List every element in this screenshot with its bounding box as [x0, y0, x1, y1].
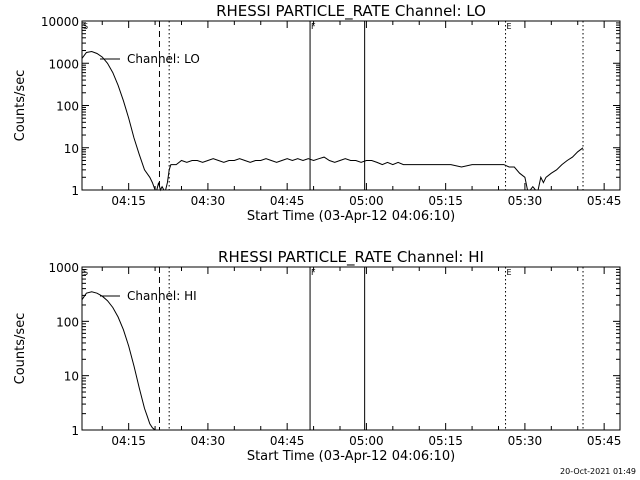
y-tick-label: 10	[64, 142, 79, 156]
x-tick-label: 04:15	[111, 434, 146, 448]
data-series-line	[81, 291, 157, 431]
x-tick-label: 04:45	[270, 434, 305, 448]
y-tick-label: 1	[71, 184, 79, 198]
legend-label: Channel: LO	[127, 52, 200, 66]
data-series-line	[81, 50, 584, 192]
x-axis-label: Start Time (03-Apr-12 04:06:10)	[247, 209, 455, 224]
y-tick-label: 10	[64, 370, 79, 384]
x-tick-label: 05:15	[428, 434, 463, 448]
x-tick-label: 05:45	[587, 434, 622, 448]
footer-timestamp: 20-Oct-2021 01:49	[560, 467, 636, 476]
y-tick-label: 100	[56, 100, 79, 114]
y-axis-label: Counts/sec	[13, 313, 28, 385]
panel-hi-channel: RHESSI PARTICLE_RATE Channel: HI Start Ti…	[13, 248, 621, 464]
y-tick-label: 100	[56, 315, 79, 329]
x-tick-label: 05:15	[428, 194, 463, 208]
plot-frame	[81, 266, 621, 431]
event-marker-label: E	[507, 22, 512, 31]
event-marker-label: F	[311, 22, 316, 31]
x-tick-label: 05:00	[349, 194, 384, 208]
y-axis-label: Counts/sec	[13, 70, 28, 142]
event-marker-label: S	[83, 268, 88, 277]
y-tick-label: 1000	[48, 57, 79, 71]
x-tick-label: 04:30	[191, 434, 226, 448]
plot-frame	[81, 20, 621, 191]
y-tick-label: 1	[71, 424, 79, 438]
chart-title: RHESSI PARTICLE_RATE Channel: HI	[218, 248, 484, 267]
event-marker-label: E	[507, 268, 512, 277]
chart-title: RHESSI PARTICLE_RATE Channel: LO	[216, 2, 486, 21]
y-tick-label: 1000	[48, 261, 79, 275]
x-tick-label: 04:45	[270, 194, 305, 208]
x-tick-label: 05:30	[508, 194, 543, 208]
y-tick-label: 10000	[41, 15, 79, 29]
x-tick-label: 05:45	[587, 194, 622, 208]
x-tick-label: 04:30	[191, 194, 226, 208]
x-tick-label: 05:00	[349, 434, 384, 448]
event-marker-label: F	[311, 268, 316, 277]
panel-lo-channel: RHESSI PARTICLE_RATE Channel: LO Start Ti…	[13, 2, 621, 224]
legend-label: Channel: HI	[127, 289, 197, 303]
x-tick-label: 05:30	[508, 434, 543, 448]
event-marker-label: S	[83, 22, 88, 31]
x-axis-label: Start Time (03-Apr-12 04:06:10)	[247, 449, 455, 464]
x-tick-label: 04:15	[111, 194, 146, 208]
